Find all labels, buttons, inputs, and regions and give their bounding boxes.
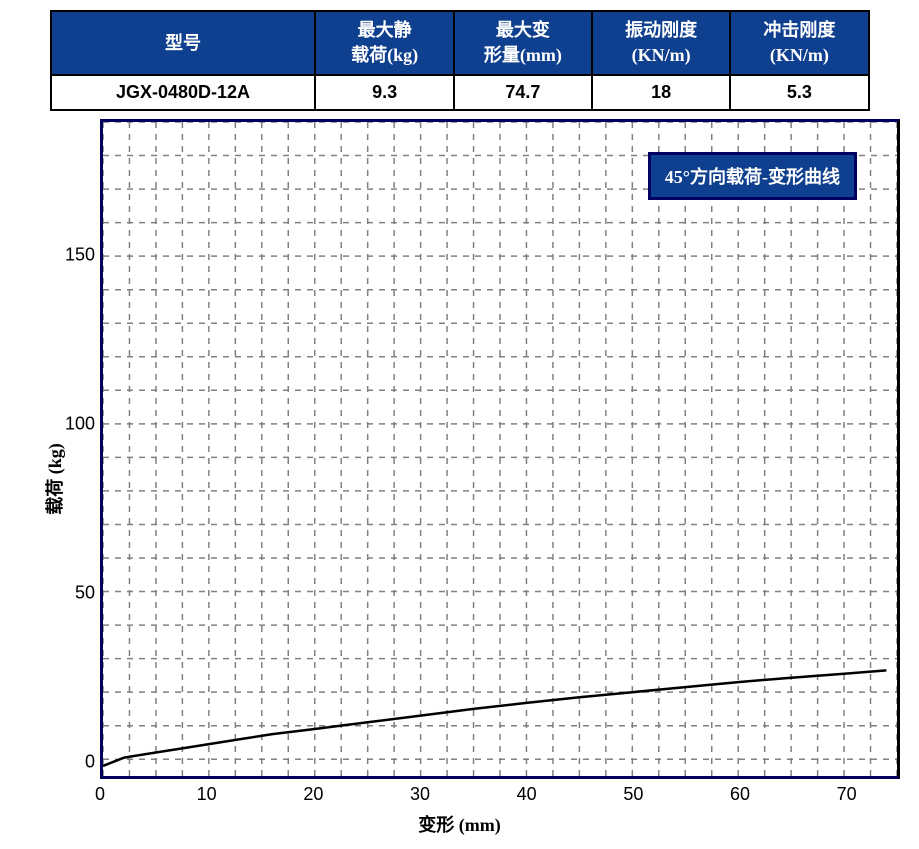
- header-text: 最大变形量(mm): [484, 20, 562, 65]
- legend-text: 45°方向载荷-变形曲线: [665, 167, 840, 187]
- x-tick-label: 50: [623, 784, 643, 805]
- plot-svg: [103, 122, 897, 776]
- cell-vib-stiff: 18: [592, 75, 730, 110]
- header-text: 冲击刚度(KN/m): [763, 20, 835, 65]
- y-tick-label: 150: [65, 244, 95, 265]
- x-tick-label: 60: [730, 784, 750, 805]
- cell-max-static-load: 9.3: [315, 75, 453, 110]
- table-row: JGX-0480D-12A 9.3 74.7 18 5.3: [51, 75, 869, 110]
- figure-container: 型号 最大静载荷(kg) 最大变形量(mm) 振动刚度(KN/m) 冲击刚度(K…: [10, 10, 909, 839]
- header-vib-stiff: 振动刚度(KN/m): [592, 11, 730, 75]
- legend: 45°方向载荷-变形曲线: [648, 152, 857, 200]
- y-axis-label: 载荷 (kg): [41, 444, 67, 516]
- y-tick-label: 0: [85, 752, 95, 773]
- x-tick-label: 70: [837, 784, 857, 805]
- x-tick-label: 40: [517, 784, 537, 805]
- y-tick-label: 50: [75, 583, 95, 604]
- x-tick-label: 10: [197, 784, 217, 805]
- chart-area: 载荷 (kg) 变形 (mm) 45°方向载荷-变形曲线 0 50 100 150 0…: [10, 119, 909, 839]
- cell-model: JGX-0480D-12A: [51, 75, 316, 110]
- x-tick-label: 30: [410, 784, 430, 805]
- header-text: 最大静载荷(kg): [351, 20, 418, 65]
- header-max-static-load: 最大静载荷(kg): [315, 11, 453, 75]
- x-tick-label: 0: [95, 784, 105, 805]
- plot-box: 45°方向载荷-变形曲线: [100, 119, 900, 779]
- header-text: 振动刚度(KN/m): [625, 20, 697, 65]
- header-max-deform: 最大变形量(mm): [454, 11, 592, 75]
- cell-max-deform: 74.7: [454, 75, 592, 110]
- header-impact-stiff: 冲击刚度(KN/m): [730, 11, 868, 75]
- y-tick-label: 100: [65, 413, 95, 434]
- cell-impact-stiff: 5.3: [730, 75, 868, 110]
- x-tick-label: 20: [303, 784, 323, 805]
- table-header-row: 型号 最大静载荷(kg) 最大变形量(mm) 振动刚度(KN/m) 冲击刚度(K…: [51, 11, 869, 75]
- spec-table: 型号 最大静载荷(kg) 最大变形量(mm) 振动刚度(KN/m) 冲击刚度(K…: [50, 10, 870, 111]
- x-axis-label: 变形 (mm): [418, 811, 500, 837]
- header-model: 型号: [51, 11, 316, 75]
